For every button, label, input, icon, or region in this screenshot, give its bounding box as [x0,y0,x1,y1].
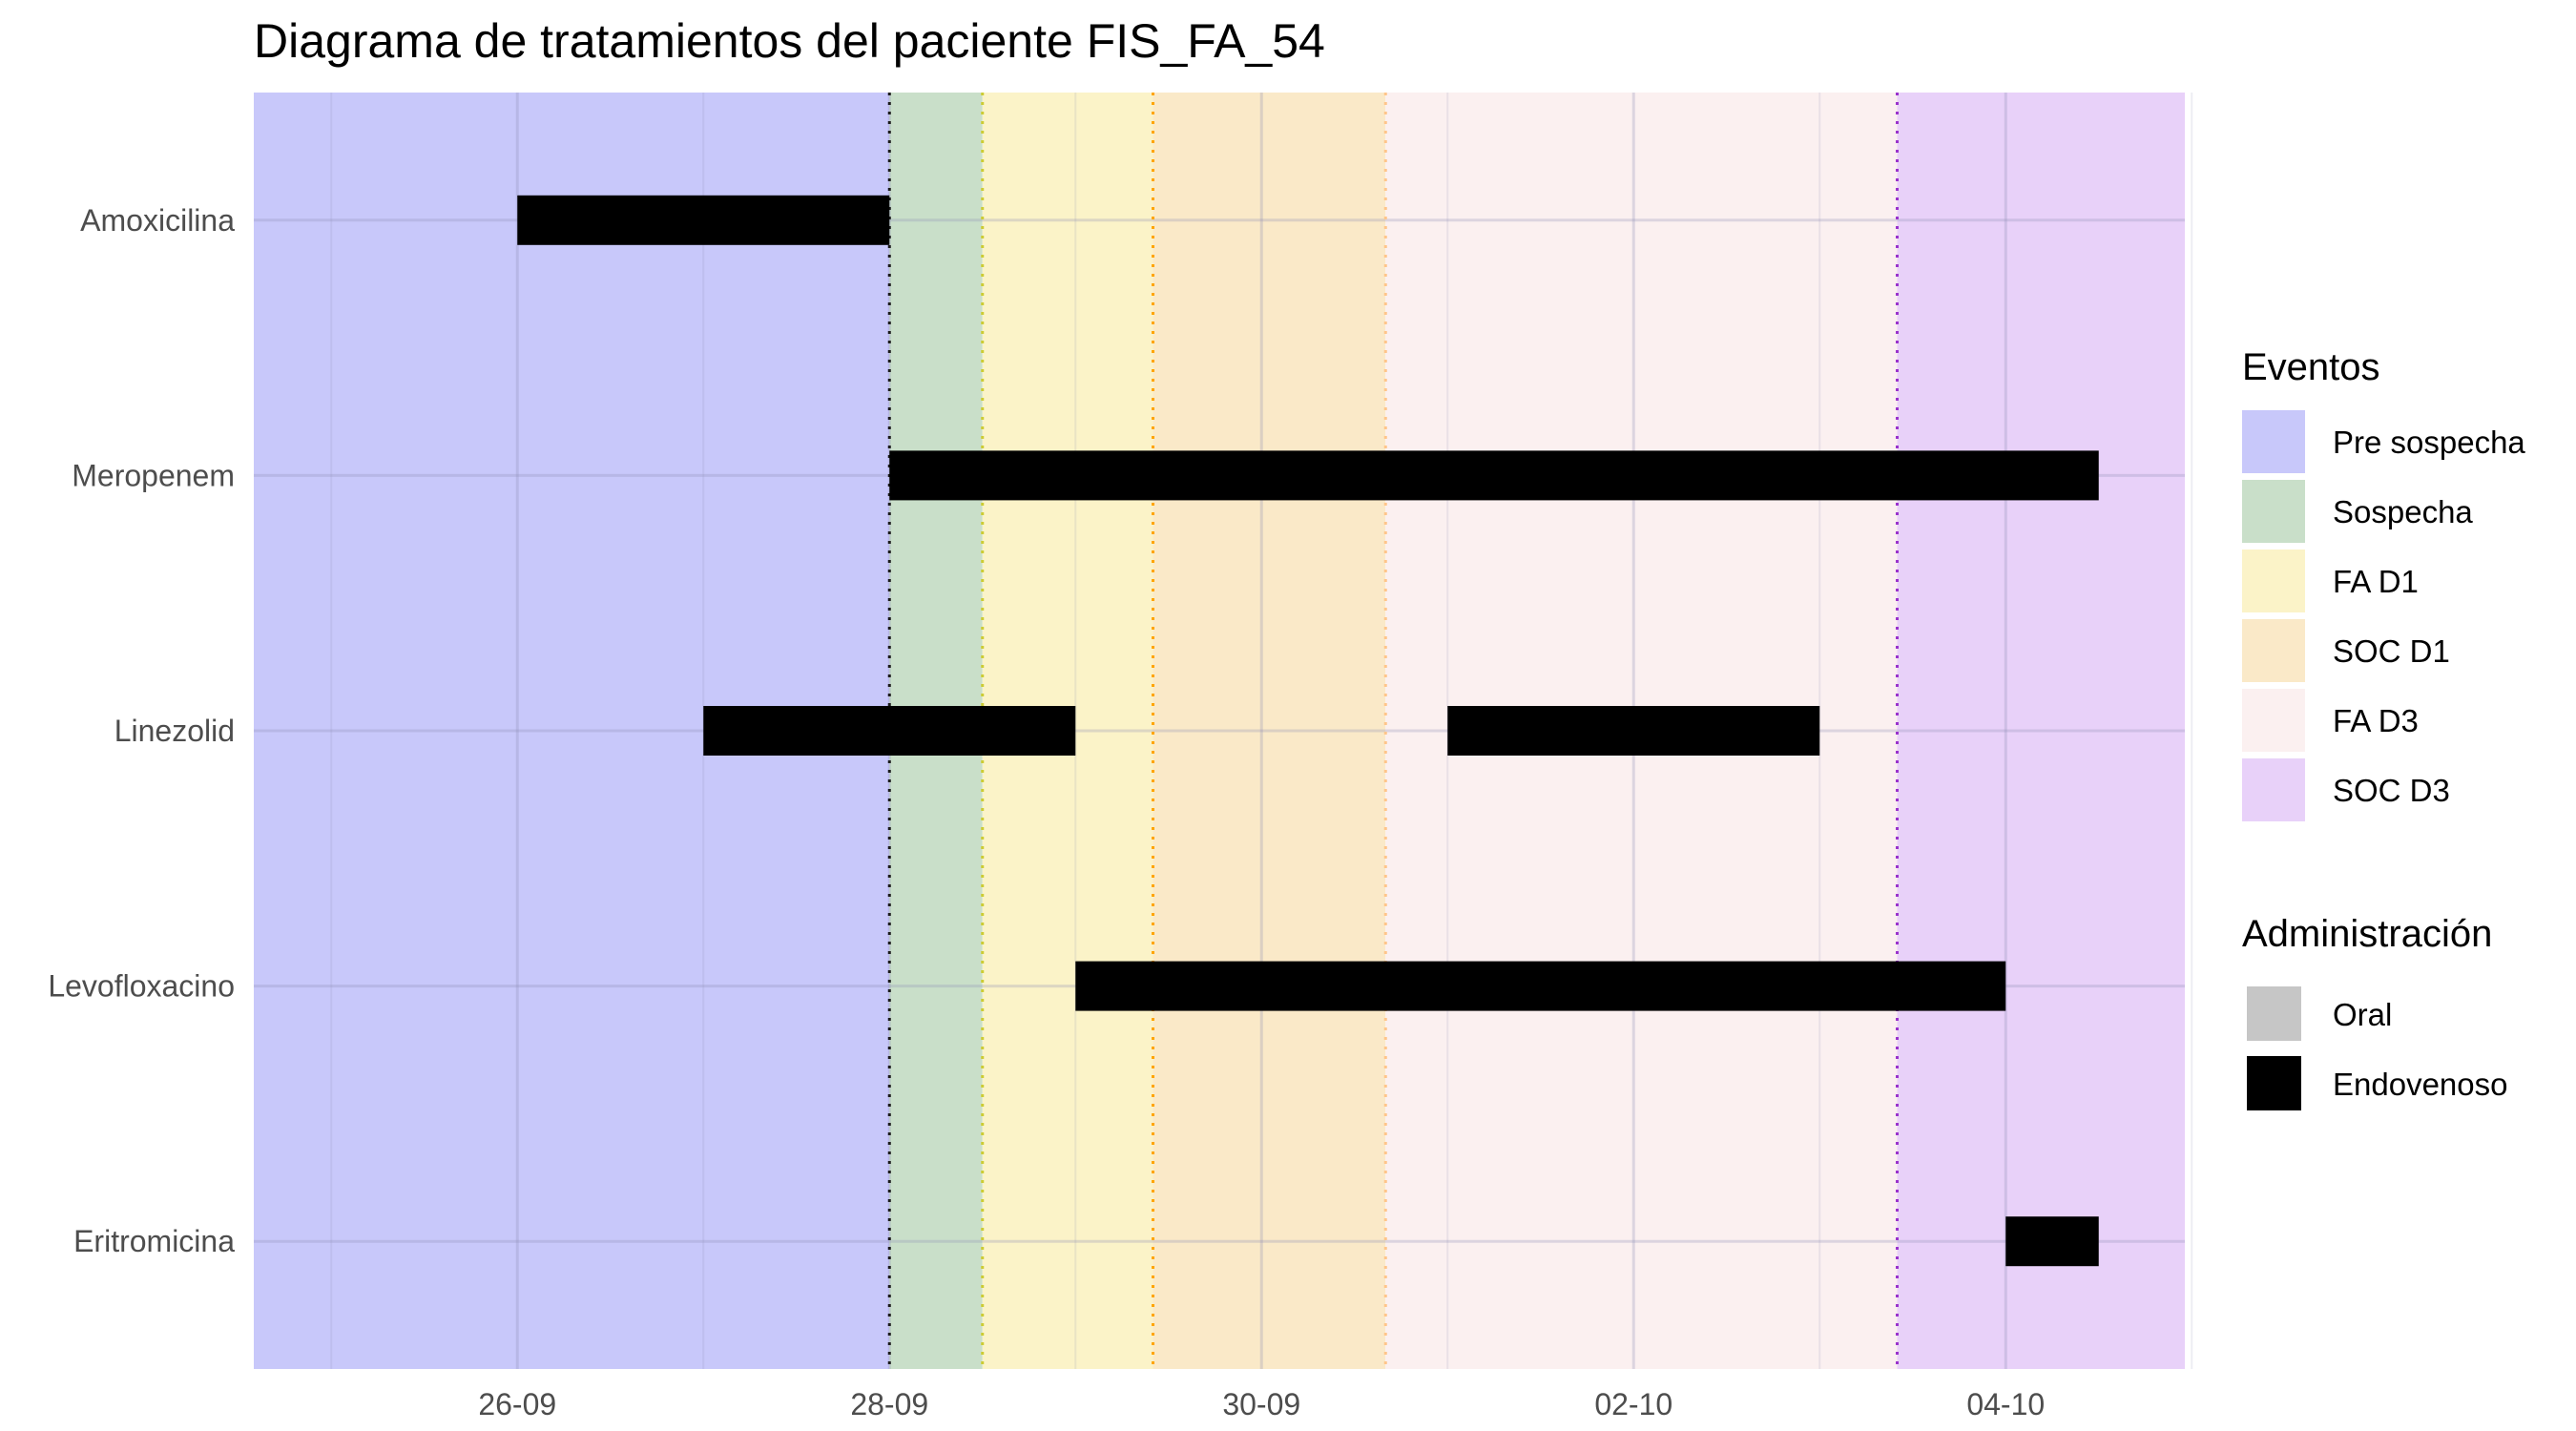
legend-key-administration [2247,1056,2301,1110]
legend: Eventos Pre sospecha Sospecha FA D1 SOC D1 F… [2242,346,2525,1110]
treatment-bar-meropenem [889,450,2099,501]
y-tick-label: Meropenem [72,458,235,492]
y-tick-label: Eritromicina [73,1224,235,1258]
legend-label-event: SOC D1 [2333,633,2450,669]
legend-label-event: FA D3 [2333,703,2419,738]
x-tick-label: 02-10 [1594,1387,1672,1421]
event-region-soc-d1 [1153,93,1386,1369]
treatment-bar-levofloxacino [1075,961,2006,1011]
legend-administration-title: Administración [2242,913,2492,955]
event-region-soc-d3 [1897,93,2185,1369]
treatment-bar-amoxicilina [517,195,890,245]
legend-label-event: SOC D3 [2333,773,2450,808]
legend-label-administration: Oral [2333,997,2392,1032]
legend-label-event: FA D1 [2333,564,2419,599]
x-tick-label: 30-09 [1222,1387,1300,1421]
x-tick-label: 26-09 [478,1387,556,1421]
legend-label-event: Pre sospecha [2333,425,2525,460]
legend-events: Pre sospecha Sospecha FA D1 SOC D1 FA D3 SOC … [2242,410,2525,821]
treatment-bar-linezolid [703,706,1076,756]
legend-key-administration [2247,986,2301,1041]
legend-events-title: Eventos [2242,346,2380,388]
legend-key-event [2242,689,2305,752]
legend-key-event [2242,619,2305,682]
y-tick-label: Amoxicilina [80,203,235,238]
legend-key-event [2242,550,2305,612]
plot-panel [254,93,2193,1369]
legend-key-event [2242,410,2305,473]
legend-administration: Oral Endovenoso [2247,986,2507,1110]
y-tick-label: Levofloxacino [48,969,235,1004]
y-tick-label: Linezolid [114,714,235,748]
legend-label-administration: Endovenoso [2333,1067,2507,1102]
axes: Amoxicilina Meropenem Linezolid Levofloxaci… [48,203,2045,1421]
legend-key-event [2242,758,2305,821]
legend-key-event [2242,480,2305,543]
treatment-bar-eritromicina [2005,1216,2099,1267]
treatment-bar-linezolid [1447,706,1820,756]
chart-title: Diagrama de tratamientos del paciente FI… [254,14,1325,68]
legend-label-event: Sospecha [2333,494,2473,529]
x-tick-label: 04-10 [1966,1387,2045,1421]
x-tick-label: 28-09 [850,1387,928,1421]
